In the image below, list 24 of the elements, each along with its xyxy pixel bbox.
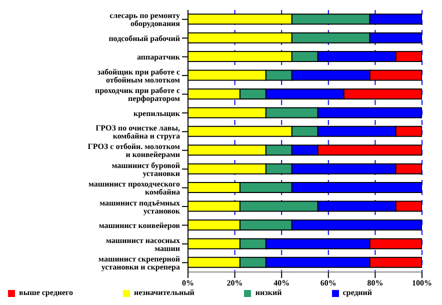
y-tick-label: машинист скреперной установки и скрепера [98, 254, 180, 272]
y-tick-label: машинист проходческого комбайна [88, 180, 180, 197]
y-tick-label: ГРОЗ с отбойн. молотком и конвейерами [88, 142, 181, 160]
y-tick-label: подсобный рабочий [108, 34, 180, 43]
x-tick-label: 60% [320, 278, 336, 288]
x-tick-label: 40% [274, 278, 290, 288]
y-tick-label: ГРОЗ по очистке лавы, комбайна и струга [96, 123, 180, 140]
x-tick-label: 80% [367, 278, 384, 288]
y-tick-label: машинист подъёмных установок [100, 198, 180, 216]
legend-label: незначительный [134, 288, 194, 297]
legend-label: низкий [255, 288, 282, 297]
x-tick-label: 20% [226, 278, 243, 288]
y-tick-label: машинист буровой установки [112, 160, 180, 178]
legend-label: средний [342, 288, 372, 297]
y-tick-label: забойщик при работе с отбойным молотком [97, 67, 181, 84]
x-tick-label: 0% [182, 278, 194, 288]
x-tick-label: 100% [412, 278, 432, 288]
y-tick-label: слесарь по ремонту оборудования [110, 11, 181, 28]
y-tick-label: крепильщик [133, 108, 180, 118]
y-tick-label: машинист насосных машин [106, 236, 180, 253]
y-tick-label: проходчик при работе с перфоратором [94, 86, 181, 104]
y-tick-label: машинист конвейеров [98, 221, 181, 230]
legend-label: выше среднего [19, 288, 73, 297]
y-tick-label: аппаратчик [136, 52, 180, 62]
